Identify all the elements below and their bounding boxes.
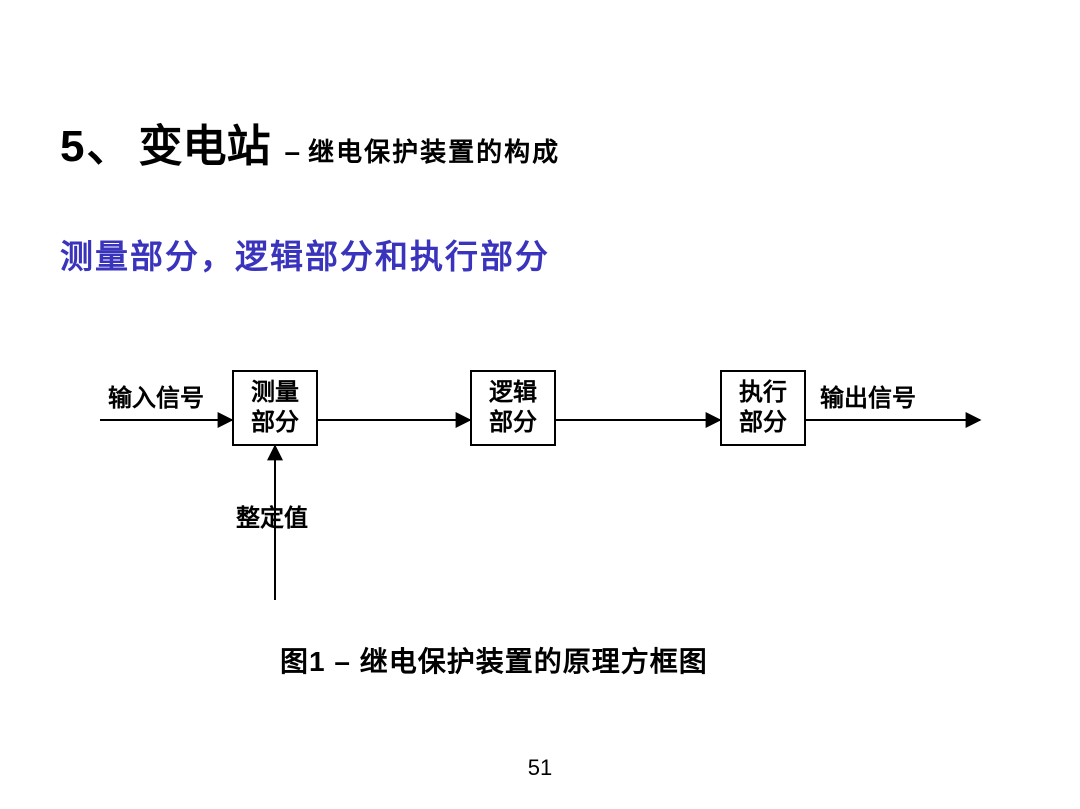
flowchart-label-set: 整定值 bbox=[236, 498, 308, 533]
heading-separator: – bbox=[284, 136, 300, 168]
page-number: 51 bbox=[0, 755, 1080, 781]
flowchart-node-logic: 逻辑部分 bbox=[470, 370, 556, 446]
flowchart-node-measure: 测量部分 bbox=[232, 370, 318, 446]
heading-number: 5、 bbox=[60, 110, 132, 174]
figure-caption: 图1 – 继电保护装置的原理方框图 bbox=[280, 640, 708, 680]
heading-main: 变电站 bbox=[138, 110, 270, 174]
flowchart-node-execute: 执行部分 bbox=[720, 370, 806, 446]
slide: 5、 变电站 – 继电保护装置的构成 测量部分，逻辑部分和执行部分 测量部分 逻辑… bbox=[0, 0, 1080, 809]
flowchart-label-in: 输入信号 bbox=[108, 378, 204, 413]
section-subtitle: 测量部分，逻辑部分和执行部分 bbox=[60, 230, 550, 278]
heading-subtitle: 继电保护装置的构成 bbox=[308, 132, 560, 169]
slide-heading: 5、 变电站 – 继电保护装置的构成 bbox=[60, 110, 560, 174]
flowchart-label-out: 输出信号 bbox=[820, 378, 916, 413]
